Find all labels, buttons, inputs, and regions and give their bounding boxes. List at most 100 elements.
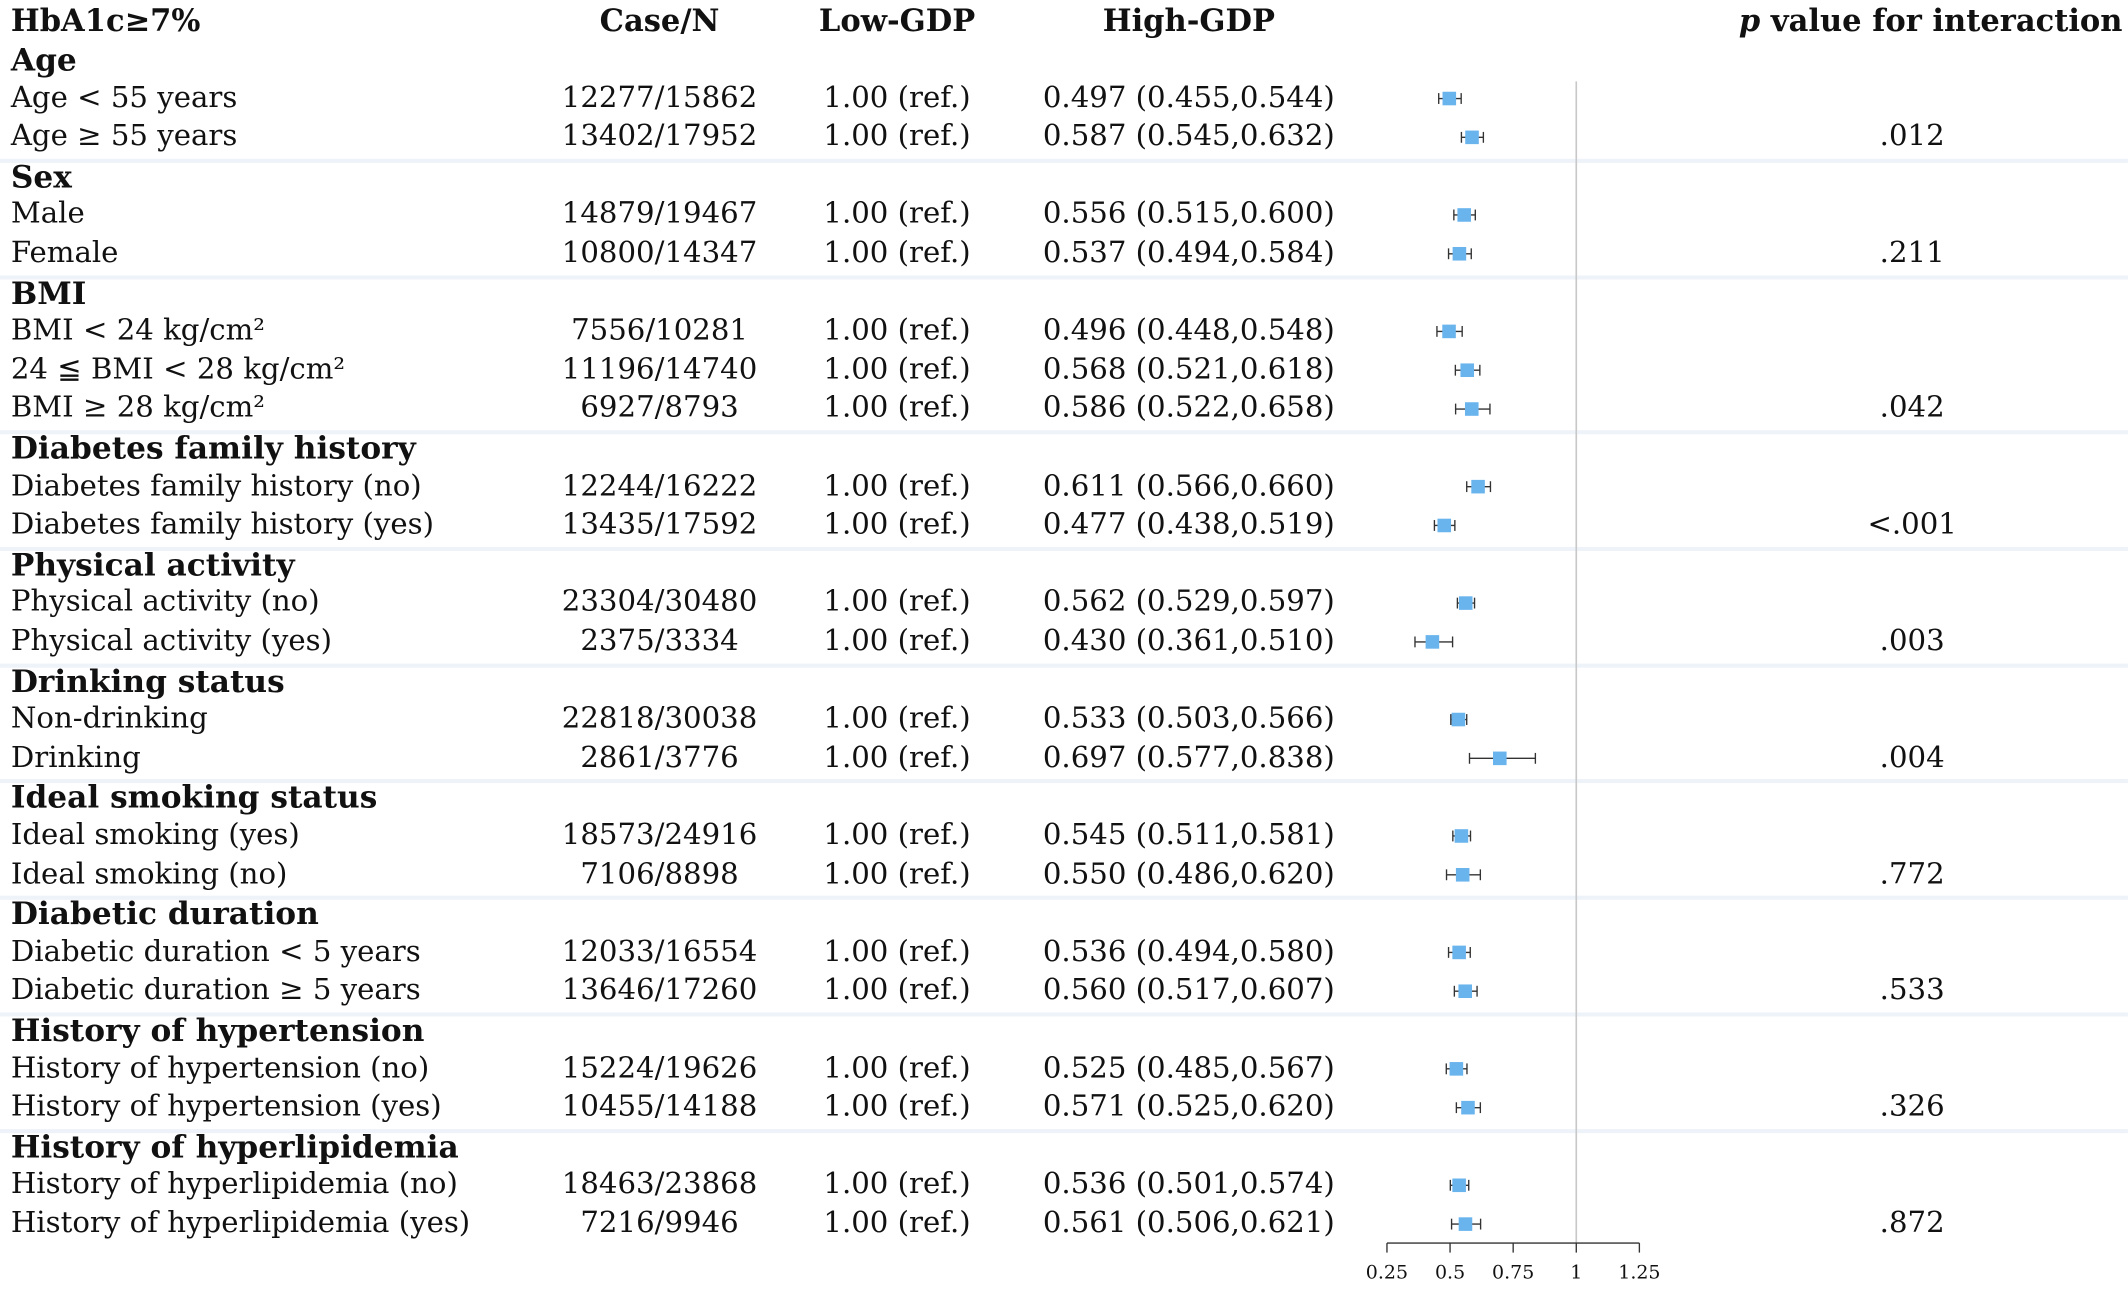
- low-gdp-header: Low-GDP: [818, 4, 976, 40]
- case-n-value: 18573/24916: [561, 818, 758, 853]
- row-label: History of hyperlipidemia (no): [10, 1167, 458, 1202]
- high-gdp-value: 0.536 (0.501,0.574): [1042, 1167, 1335, 1202]
- point-estimate-marker: [1452, 246, 1467, 261]
- low-gdp-value: 1.00 (ref.): [823, 507, 971, 542]
- case-n-value: 13646/17260: [561, 973, 758, 1008]
- group-title: Diabetes family history: [10, 430, 416, 467]
- point-estimate-marker: [1464, 402, 1479, 416]
- point-estimate-marker: [1457, 208, 1471, 222]
- row-label: Diabetic duration < 5 years: [10, 934, 421, 969]
- p-interaction-value: .042: [1879, 391, 1945, 426]
- group-separator: [0, 663, 2128, 668]
- high-gdp-value: 0.568 (0.521,0.618): [1042, 352, 1335, 387]
- high-gdp-value: 0.550 (0.486,0.620): [1042, 857, 1335, 892]
- group-title: Age: [10, 42, 77, 79]
- low-gdp-value: 1.00 (ref.): [823, 1051, 971, 1086]
- p-header-rest: value for interaction: [1770, 4, 2123, 40]
- group-separator: [0, 274, 2128, 280]
- high-gdp-value: 0.497 (0.455,0.544): [1042, 80, 1335, 115]
- low-gdp-value: 1.00 (ref.): [823, 80, 971, 115]
- high-gdp-value: 0.587 (0.545,0.632): [1042, 119, 1335, 154]
- low-gdp-value: 1.00 (ref.): [823, 1206, 971, 1241]
- point-estimate-marker: [1452, 945, 1466, 960]
- point-estimate-marker: [1452, 1178, 1466, 1193]
- high-gdp-value: 0.556 (0.515,0.600): [1042, 197, 1335, 232]
- point-estimate-marker: [1425, 635, 1440, 649]
- row-label: Ideal smoking (no): [10, 857, 288, 892]
- high-gdp-value: 0.697 (0.577,0.838): [1042, 740, 1335, 775]
- high-gdp-value: 0.477 (0.438,0.519): [1042, 507, 1335, 542]
- p-interaction-value: .872: [1879, 1206, 1945, 1241]
- low-gdp-value: 1.00 (ref.): [823, 624, 971, 659]
- low-gdp-value: 1.00 (ref.): [823, 740, 971, 775]
- p-interaction-value: .772: [1879, 857, 1945, 892]
- row-label: Physical activity (no): [10, 585, 320, 620]
- point-estimate-marker: [1449, 1062, 1464, 1076]
- high-gdp-value: 0.571 (0.525,0.620): [1042, 1090, 1335, 1124]
- group-title: Ideal smoking status: [10, 779, 378, 817]
- high-gdp-value: 0.561 (0.506,0.621): [1042, 1206, 1335, 1241]
- group-title: Drinking status: [10, 663, 285, 700]
- point-estimate-marker: [1442, 324, 1456, 339]
- row-label: Non-drinking: [10, 701, 208, 736]
- high-gdp-value: 0.525 (0.485,0.567): [1042, 1051, 1335, 1086]
- case-n-value: 2861/3776: [580, 740, 739, 775]
- case-n-value: 18463/23868: [561, 1167, 758, 1202]
- row-label: History of hypertension (no): [10, 1051, 430, 1086]
- point-estimate-marker: [1454, 829, 1469, 843]
- high-gdp-value: 0.586 (0.522,0.658): [1042, 391, 1335, 426]
- case-n-value: 10800/14347: [561, 236, 758, 271]
- group-title: Physical activity: [10, 546, 295, 584]
- point-estimate-marker: [1465, 130, 1479, 145]
- group-separator: [0, 1012, 2128, 1017]
- row-label: BMI < 24 kg/cm²: [10, 313, 265, 348]
- group-separator: [0, 1128, 2128, 1133]
- group-separator: [0, 779, 2128, 784]
- case-n-value: 7216/9946: [580, 1206, 739, 1241]
- case-n-value: 2375/3334: [580, 624, 739, 659]
- x-tick-label: 0.5: [1435, 1261, 1465, 1283]
- group-title: History of hypertension: [10, 1012, 425, 1050]
- case-n-value: 6927/8793: [580, 391, 739, 426]
- case-n-value: 13435/17592: [561, 507, 758, 542]
- x-tick-label: 1: [1570, 1261, 1582, 1283]
- group-separator: [0, 430, 2128, 435]
- low-gdp-value: 1.00 (ref.): [823, 391, 971, 426]
- high-gdp-value: 0.496 (0.448,0.548): [1042, 313, 1335, 348]
- row-label: 24 ≦ BMI < 28 kg/cm²: [10, 352, 346, 387]
- point-estimate-marker: [1458, 596, 1473, 610]
- row-label: Age < 55 years: [10, 80, 238, 115]
- point-estimate-marker: [1458, 984, 1472, 999]
- p-italic-label: p: [1738, 4, 1761, 40]
- high-gdp-value: 0.545 (0.511,0.581): [1042, 818, 1335, 853]
- low-gdp-value: 1.00 (ref.): [823, 1090, 971, 1124]
- low-gdp-value: 1.00 (ref.): [823, 313, 971, 348]
- case-n-value: 7106/8898: [580, 857, 739, 892]
- point-estimate-marker: [1451, 712, 1466, 727]
- point-estimate-marker: [1455, 868, 1470, 882]
- point-estimate-marker: [1458, 1217, 1473, 1231]
- case-n-value: 7556/10281: [571, 313, 749, 348]
- row-label: Age ≥ 55 years: [10, 119, 238, 154]
- low-gdp-value: 1.00 (ref.): [823, 818, 971, 853]
- low-gdp-value: 1.00 (ref.): [823, 934, 971, 969]
- p-interaction-value: .003: [1879, 624, 1945, 659]
- low-gdp-value: 1.00 (ref.): [823, 701, 971, 736]
- point-estimate-marker: [1461, 1100, 1475, 1115]
- high-gdp-value: 0.536 (0.494,0.580): [1042, 934, 1335, 969]
- case-n-value: 12244/16222: [561, 469, 758, 503]
- group-title: History of hyperlipidemia: [10, 1128, 459, 1166]
- low-gdp-value: 1.00 (ref.): [823, 236, 971, 271]
- low-gdp-value: 1.00 (ref.): [823, 197, 971, 232]
- case-n-value: 13402/17952: [561, 119, 758, 154]
- p-interaction-header: p value for interaction: [1738, 4, 2123, 40]
- row-label: Male: [10, 197, 85, 232]
- row-label: BMI ≥ 28 kg/cm²: [10, 391, 265, 426]
- group-title: Sex: [10, 158, 72, 196]
- x-tick-label: 0.25: [1366, 1261, 1408, 1283]
- low-gdp-value: 1.00 (ref.): [823, 1167, 971, 1202]
- case-n-value: 14879/19467: [561, 197, 758, 232]
- case-n-header: Case/N: [599, 4, 720, 40]
- high-gdp-value: 0.537 (0.494,0.584): [1042, 236, 1335, 271]
